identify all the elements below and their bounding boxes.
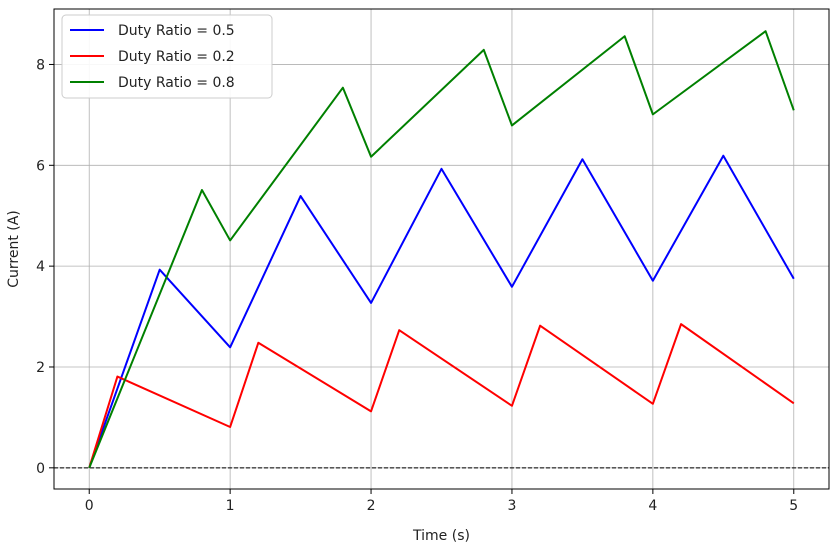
series-line-0 [88,154,795,469]
x-tick-label: 1 [226,498,235,514]
legend-box [61,14,273,99]
series-lines [88,30,795,469]
legend-label: Duty Ratio = 0.8 [118,75,235,91]
y-tick-label: 6 [36,158,45,174]
y-tick-label: 2 [36,360,45,376]
x-tick-label: 3 [507,498,516,514]
x-tick-label: 0 [85,498,94,514]
y-tick-label: 0 [36,461,45,477]
series-line-1 [88,323,795,469]
axis-ticks: 0 1 2 3 4 5 0 2 4 6 8 [36,57,798,514]
y-tick-label: 8 [36,57,45,73]
series-line-2 [88,30,795,469]
y-axis-label: Current (A) [6,210,22,288]
x-axis-label: Time (s) [412,528,470,544]
x-tick-label: 5 [789,498,798,514]
y-tick-label: 4 [36,259,45,275]
legend-label: Duty Ratio = 0.5 [118,23,235,39]
x-tick-label: 4 [648,498,657,514]
legend: Duty Ratio = 0.5 Duty Ratio = 0.2 Duty Rat… [61,14,273,99]
legend-label: Duty Ratio = 0.2 [118,49,235,65]
x-tick-label: 2 [367,498,376,514]
plot-frame [53,8,830,490]
